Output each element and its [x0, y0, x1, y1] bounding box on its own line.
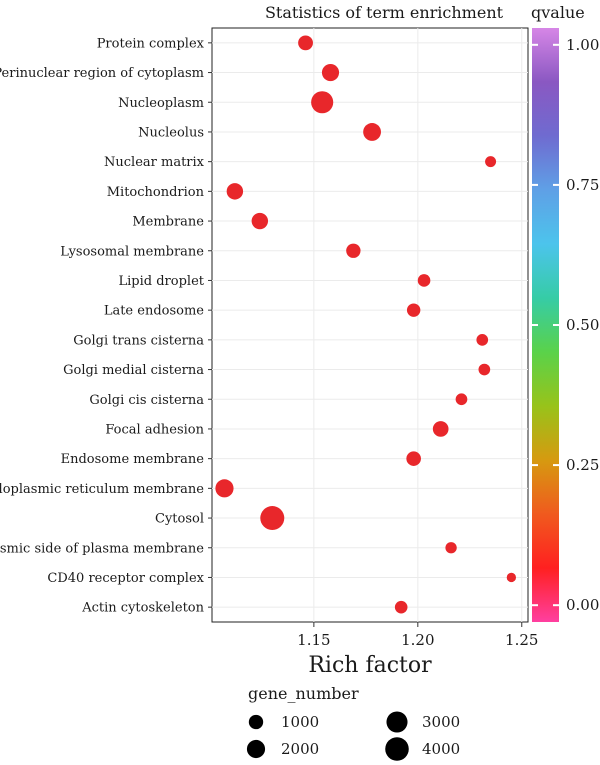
y-tick-label: Golgi trans cisterna [73, 333, 204, 348]
y-tick-label: Nucleolus [138, 125, 204, 140]
size-legend-key [386, 711, 408, 733]
x-tick-label: 1.15 [297, 631, 330, 649]
data-points [215, 35, 517, 614]
x-axis: 1.15 1.20 1.25 [297, 622, 538, 649]
data-point [455, 393, 468, 406]
y-tick-label: Protein complex [97, 36, 205, 51]
y-tick-label: Golgi cis cisterna [89, 393, 204, 408]
size-legend-key [385, 737, 409, 761]
data-point [406, 303, 421, 317]
data-point [226, 183, 244, 200]
size-legend-key [248, 714, 264, 730]
data-point [363, 123, 381, 141]
size-legend-key [246, 739, 266, 759]
data-point [506, 572, 517, 583]
y-tick-label: Golgi medial cisterna [63, 363, 204, 378]
y-tick-label: Nucleoplasm [118, 96, 204, 111]
plot-area [211, 27, 529, 623]
y-tick-label: Actin cytoskeleton [81, 601, 204, 616]
y-tick-label: Lipid droplet [119, 274, 205, 289]
size-legend-title: gene_number [248, 684, 359, 703]
y-axis-labels: Protein complex Perinuclear region of cyt… [0, 36, 212, 616]
size-legend-label: 1000 [281, 713, 319, 731]
colorbar-tick-label: 0.25 [566, 456, 599, 474]
grid-lines [212, 28, 528, 622]
y-tick-label: Membrane [132, 215, 204, 230]
data-point [251, 212, 269, 230]
colorbar-ticks: 0.00 0.25 0.50 0.75 1.00 [532, 36, 599, 614]
qvalue-colorbar: qvalue 0.00 0.25 0.50 0.75 1.00 [531, 3, 599, 622]
data-point [478, 363, 491, 376]
x-tick-label: 1.20 [401, 631, 434, 649]
size-legend-label: 2000 [281, 740, 319, 758]
data-point [321, 63, 340, 82]
y-tick-label: Nuclear matrix [104, 155, 205, 170]
data-point [346, 243, 361, 258]
data-point [417, 274, 431, 287]
y-tick-label: Focal adhesion [105, 422, 204, 437]
y-tick-label: Perinuclear region of cytoplasm [0, 66, 204, 81]
colorbar-tick-label: 0.75 [566, 176, 599, 194]
size-legend-label: 4000 [422, 740, 460, 758]
data-point [476, 334, 489, 346]
colorbar-tick-label: 0.50 [566, 316, 599, 334]
data-point [485, 156, 497, 168]
data-point [445, 542, 457, 554]
data-point [215, 479, 234, 498]
y-tick-label: Lysosomal membrane [60, 244, 204, 259]
size-legend: gene_number 1000 2000 3000 4000 [246, 684, 460, 761]
y-tick-label: Endoplasmic reticulum membrane [0, 482, 204, 497]
y-tick-label: Mitochondrion [107, 185, 205, 200]
data-point [394, 600, 408, 614]
y-tick-label: Late endosome [104, 304, 204, 319]
data-point [311, 91, 334, 114]
colorbar-title: qvalue [531, 3, 585, 22]
colorbar-tick-label: 0.00 [566, 596, 599, 614]
y-tick-label: CD40 receptor complex [47, 571, 204, 586]
data-point [260, 506, 285, 531]
y-tick-label: Cytoplasmic side of plasma membrane [0, 541, 204, 556]
y-tick-label: Endosome membrane [61, 452, 205, 467]
data-point [432, 421, 449, 437]
data-point [298, 35, 313, 51]
data-point [406, 451, 421, 466]
x-tick-label: 1.25 [505, 631, 538, 649]
x-axis-title: Rich factor [308, 653, 432, 678]
y-tick-label: Cytosol [155, 512, 204, 527]
colorbar-tick-label: 1.00 [566, 36, 599, 54]
chart-title: Statistics of term enrichment [265, 3, 504, 22]
size-legend-label: 3000 [422, 713, 460, 731]
